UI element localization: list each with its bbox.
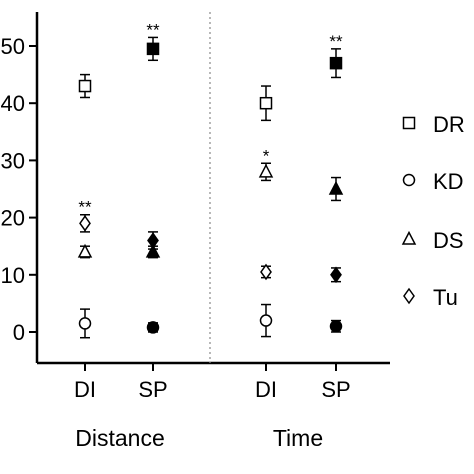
y-tick-label: 20 bbox=[1, 206, 25, 231]
diamond-marker bbox=[147, 232, 159, 249]
data-point-dr bbox=[259, 85, 273, 122]
data-point-tu: ** bbox=[78, 198, 92, 233]
circle-marker bbox=[329, 320, 343, 333]
y-tick-label: 40 bbox=[1, 91, 25, 116]
diamond-marker bbox=[260, 263, 272, 281]
data-point-tu bbox=[330, 266, 342, 284]
circle-marker bbox=[259, 314, 273, 327]
legend-label: KD bbox=[433, 169, 464, 194]
square-marker bbox=[329, 56, 343, 70]
significance-label: ** bbox=[146, 20, 160, 39]
data-point-dr: ** bbox=[146, 20, 160, 62]
legend-item-ds: DS bbox=[401, 228, 464, 253]
significance-label: ** bbox=[78, 198, 92, 217]
circle-marker bbox=[146, 321, 160, 334]
y-tick-label: 30 bbox=[1, 148, 25, 173]
legend-label: Tu bbox=[433, 285, 458, 310]
diamond-marker bbox=[79, 215, 91, 232]
diamond-marker bbox=[330, 266, 342, 284]
x-axis-categories: DI SP Distance DI SP Time bbox=[74, 363, 351, 451]
legend-square-icon bbox=[402, 116, 416, 130]
legend-item-dr: DR bbox=[402, 112, 465, 137]
data-point-dr bbox=[78, 73, 92, 99]
circle-marker bbox=[78, 317, 92, 330]
y-axis-ticks: 0 10 20 30 40 50 bbox=[1, 34, 37, 345]
triangle-marker bbox=[145, 243, 161, 258]
data-marks: ******* bbox=[77, 20, 344, 339]
group-label: Distance bbox=[75, 425, 164, 451]
legend-circle-icon bbox=[402, 173, 416, 187]
x-category-label: SP bbox=[138, 377, 167, 402]
data-point-ds bbox=[328, 176, 344, 202]
group-label: Time bbox=[273, 425, 323, 451]
legend-item-kd: KD bbox=[402, 169, 464, 194]
triangle-marker bbox=[77, 243, 93, 258]
triangle-marker bbox=[328, 180, 344, 195]
data-point-ds: * bbox=[258, 146, 274, 182]
data-point-dr: ** bbox=[329, 32, 343, 79]
y-tick-label: 0 bbox=[13, 320, 25, 345]
significance-label: ** bbox=[329, 32, 343, 51]
legend-label: DS bbox=[433, 228, 464, 253]
axes bbox=[35, 12, 390, 365]
legend-label: DR bbox=[433, 112, 465, 137]
square-marker bbox=[259, 96, 273, 110]
legend-item-tu: Tu bbox=[403, 285, 458, 310]
x-category-label: SP bbox=[321, 377, 350, 402]
significance-label: * bbox=[263, 146, 270, 165]
data-point-kd bbox=[259, 303, 273, 338]
legend-diamond-icon bbox=[403, 287, 415, 305]
triangle-marker bbox=[258, 163, 274, 178]
legend: DR KD DS Tu bbox=[401, 112, 465, 310]
square-marker bbox=[78, 79, 92, 93]
data-point-kd bbox=[78, 308, 92, 339]
square-marker bbox=[146, 42, 160, 56]
data-point-tu bbox=[147, 231, 159, 250]
y-tick-label: 50 bbox=[1, 34, 25, 59]
data-point-ds bbox=[77, 243, 93, 259]
data-point-kd bbox=[329, 319, 343, 333]
data-point-tu bbox=[260, 263, 272, 281]
y-tick-label: 10 bbox=[1, 263, 25, 288]
data-point-kd bbox=[146, 321, 160, 334]
x-category-label: DI bbox=[255, 377, 277, 402]
legend-triangle-icon bbox=[401, 230, 417, 245]
x-category-label: DI bbox=[74, 377, 96, 402]
